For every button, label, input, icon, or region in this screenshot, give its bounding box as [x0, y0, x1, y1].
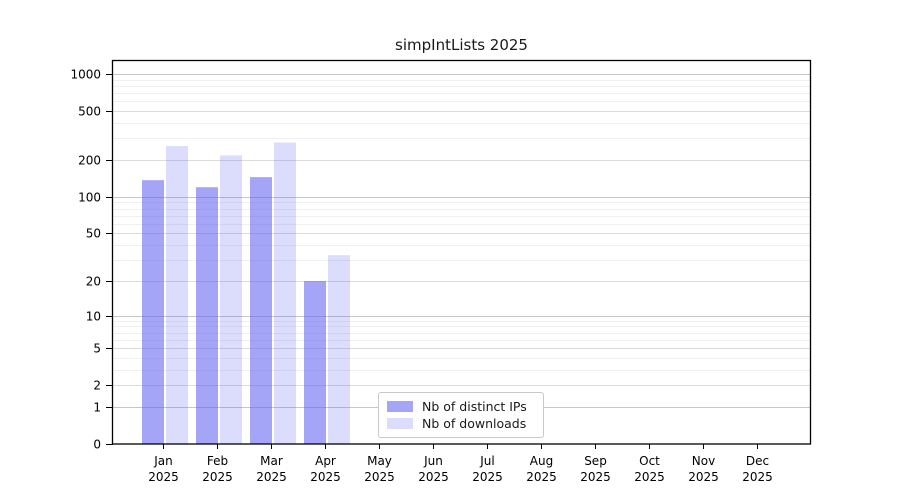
x-tick-year-aug: 2025	[526, 470, 557, 484]
x-tick-year-sep: 2025	[580, 470, 611, 484]
x-tick-year-jan: 2025	[148, 470, 179, 484]
bar-downloads-jan	[166, 146, 188, 445]
y-tick-label-0: 0	[93, 438, 101, 452]
x-tick-year-mar: 2025	[256, 470, 287, 484]
legend-swatch-distinct-ips	[387, 400, 413, 412]
y-tick-label-5: 5	[93, 342, 101, 356]
x-tick-label-aug: Aug	[530, 454, 553, 468]
bar-distinct-ips-mar	[250, 177, 272, 445]
y-tick-label-2: 2	[93, 379, 101, 393]
legend-item-distinct-ips: Nb of distinct IPs	[387, 399, 535, 414]
x-tick-year-apr: 2025	[310, 470, 341, 484]
x-tick-label-sep: Sep	[584, 454, 607, 468]
x-tick-year-oct: 2025	[634, 470, 665, 484]
y-tick-label-200: 200	[78, 154, 101, 168]
x-tick-label-mar: Mar	[260, 454, 283, 468]
y-tick-label-100: 100	[78, 191, 101, 205]
bar-distinct-ips-feb	[196, 187, 218, 444]
x-tick-year-jul: 2025	[472, 470, 503, 484]
x-tick-label-feb: Feb	[207, 454, 228, 468]
bar-downloads-mar	[274, 142, 296, 445]
x-tick-year-dec: 2025	[742, 470, 773, 484]
y-tick-label-1: 1	[93, 401, 101, 415]
x-tick-year-feb: 2025	[202, 470, 233, 484]
y-tick-label-50: 50	[86, 227, 101, 241]
x-tick-label-jun: Jun	[423, 454, 443, 468]
legend-item-downloads: Nb of downloads	[387, 416, 535, 431]
legend-label-distinct-ips: Nb of distinct IPs	[422, 398, 527, 414]
y-tick-label-1000: 1000	[70, 68, 101, 82]
x-tick-label-nov: Nov	[692, 454, 715, 468]
y-tick-label-10: 10	[86, 310, 101, 324]
x-tick-year-may: 2025	[364, 470, 395, 484]
y-tick-label-20: 20	[86, 275, 101, 289]
x-tick-year-nov: 2025	[688, 470, 719, 484]
bar-distinct-ips-apr	[304, 280, 326, 444]
legend-swatch-downloads	[387, 418, 413, 430]
legend-label-downloads: Nb of downloads	[422, 416, 527, 432]
x-tick-label-oct: Oct	[639, 454, 660, 468]
bar-distinct-ips-jan	[142, 180, 164, 444]
x-tick-label-dec: Dec	[746, 454, 769, 468]
bar-downloads-feb	[220, 155, 242, 444]
y-tick-label-500: 500	[78, 105, 101, 119]
x-tick-label-jul: Jul	[479, 454, 494, 468]
x-tick-label-may: May	[367, 454, 392, 468]
x-tick-label-jan: Jan	[153, 454, 173, 468]
legend: Nb of distinct IPs Nb of downloads	[378, 392, 544, 438]
chart-title: simpIntLists 2025	[395, 36, 528, 54]
axis-frame	[111, 59, 812, 445]
x-tick-label-apr: Apr	[315, 454, 336, 468]
x-tick-year-jun: 2025	[418, 470, 449, 484]
bar-downloads-apr	[328, 255, 350, 444]
